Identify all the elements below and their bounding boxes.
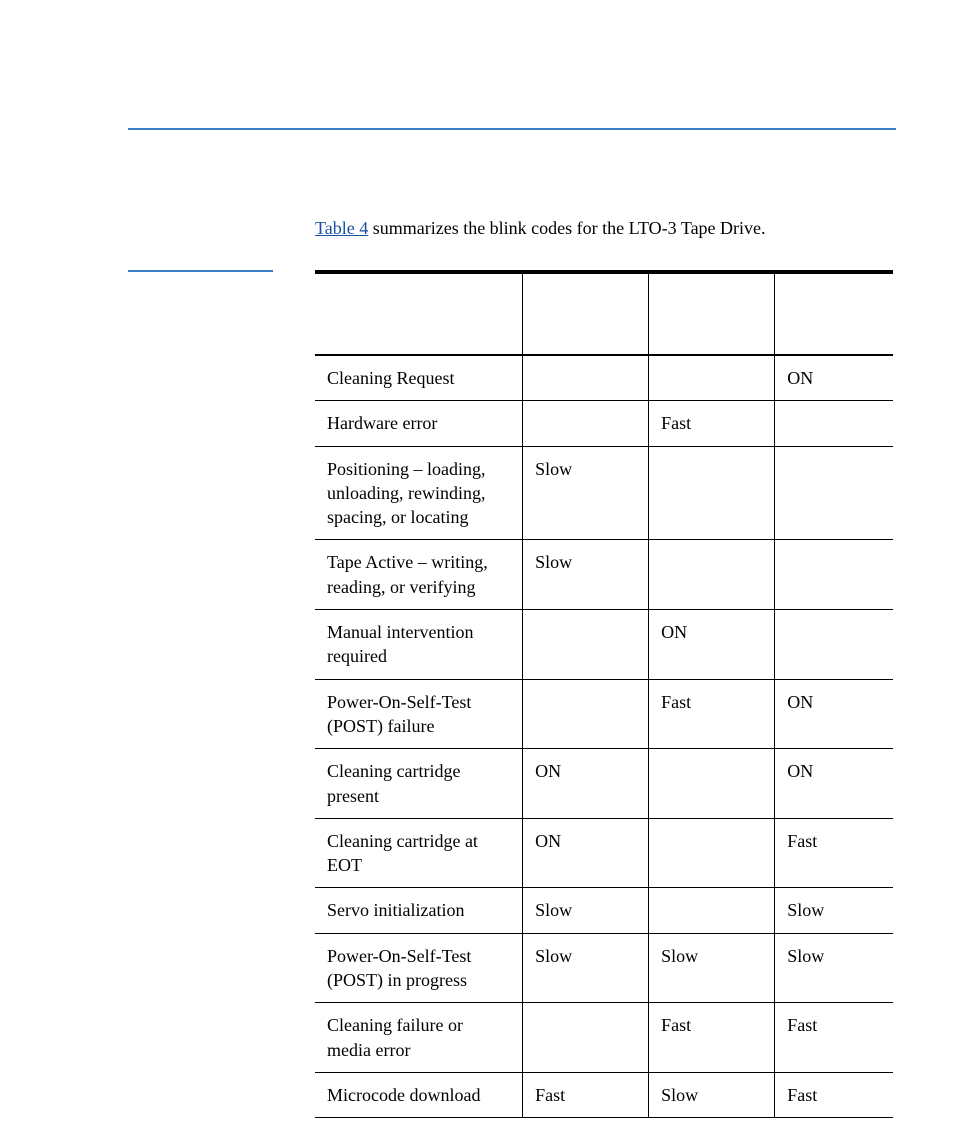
table-row: Tape Active – writing, reading, or verif… (315, 540, 893, 610)
table-row: Power-On-Self-Test (POST) failure Fast O… (315, 679, 893, 749)
table-cell: Hardware error (315, 401, 523, 446)
table-cell (775, 401, 893, 446)
table-row: Hardware error Fast (315, 401, 893, 446)
table-cell: Positioning – loading, unloading, rewind… (315, 446, 523, 540)
table-cell: Cleaning cartridge present (315, 749, 523, 819)
table-caption-rule (128, 270, 273, 272)
table-cell: Slow (523, 540, 649, 610)
table-cell (523, 1003, 649, 1073)
table-cell (523, 401, 649, 446)
page: Table 4 summarizes the blink codes for t… (0, 0, 954, 1145)
table-cell: Manual intervention required (315, 610, 523, 680)
table-cell: Slow (523, 933, 649, 1003)
table-cell (775, 610, 893, 680)
table-cell: Cleaning failure or media error (315, 1003, 523, 1073)
table-cell: Slow (523, 888, 649, 933)
table-cell (523, 679, 649, 749)
top-rule (128, 128, 896, 130)
table-cell: Slow (649, 933, 775, 1003)
table-cell: ON (775, 749, 893, 819)
table-cell: Cleaning Request (315, 355, 523, 401)
table-cell: Fast (523, 1072, 649, 1117)
table-cell (649, 540, 775, 610)
table-cell (649, 818, 775, 888)
table-cell (649, 749, 775, 819)
table-cell: Slow (775, 933, 893, 1003)
table-cell: Slow (775, 888, 893, 933)
table-cell: Tape Active – writing, reading, or verif… (315, 540, 523, 610)
table-cell: ON (649, 610, 775, 680)
table-row: Positioning – loading, unloading, rewind… (315, 446, 893, 540)
table-cell: Fast (775, 818, 893, 888)
table-cell: Slow (523, 446, 649, 540)
table-cell: Fast (775, 1072, 893, 1117)
table-header-row (315, 272, 893, 355)
table-cell: Fast (775, 1003, 893, 1073)
intro-paragraph: Table 4 summarizes the blink codes for t… (315, 216, 766, 240)
table-cell: Power-On-Self-Test (POST) in progress (315, 933, 523, 1003)
table-cell: ON (775, 355, 893, 401)
table-body: Cleaning Request ON Hardware error Fast … (315, 355, 893, 1118)
table-row: Cleaning cartridge present ON ON (315, 749, 893, 819)
table-4-link[interactable]: Table 4 (315, 218, 368, 238)
table-row: Servo initialization Slow Slow (315, 888, 893, 933)
table-cell (523, 355, 649, 401)
table-cell: Microcode download (315, 1072, 523, 1117)
table-cell: Servo initialization (315, 888, 523, 933)
table-header-cell (649, 272, 775, 355)
table-row: Power-On-Self-Test (POST) in progress Sl… (315, 933, 893, 1003)
table-row: Microcode download Fast Slow Fast (315, 1072, 893, 1117)
table-cell (649, 446, 775, 540)
table-cell (523, 610, 649, 680)
table-row: Cleaning cartridge at EOT ON Fast (315, 818, 893, 888)
table-cell (775, 540, 893, 610)
table-cell: Cleaning cartridge at EOT (315, 818, 523, 888)
table-row: Cleaning failure or media error Fast Fas… (315, 1003, 893, 1073)
table-cell (649, 888, 775, 933)
blink-codes-table: Cleaning Request ON Hardware error Fast … (315, 270, 893, 1118)
table-cell: Fast (649, 1003, 775, 1073)
table-row: Cleaning Request ON (315, 355, 893, 401)
table-cell: ON (523, 818, 649, 888)
intro-rest-text: summarizes the blink codes for the LTO-3… (368, 218, 765, 238)
table-cell: Fast (649, 401, 775, 446)
table-cell: ON (775, 679, 893, 749)
table-header-cell (523, 272, 649, 355)
table-cell: ON (523, 749, 649, 819)
table-cell: Power-On-Self-Test (POST) failure (315, 679, 523, 749)
table-header-cell (315, 272, 523, 355)
table-cell: Fast (649, 679, 775, 749)
blink-codes-table-wrap: Cleaning Request ON Hardware error Fast … (315, 270, 893, 1118)
table-header-cell (775, 272, 893, 355)
table-row: Manual intervention required ON (315, 610, 893, 680)
table-cell (649, 355, 775, 401)
table-cell: Slow (649, 1072, 775, 1117)
table-cell (775, 446, 893, 540)
